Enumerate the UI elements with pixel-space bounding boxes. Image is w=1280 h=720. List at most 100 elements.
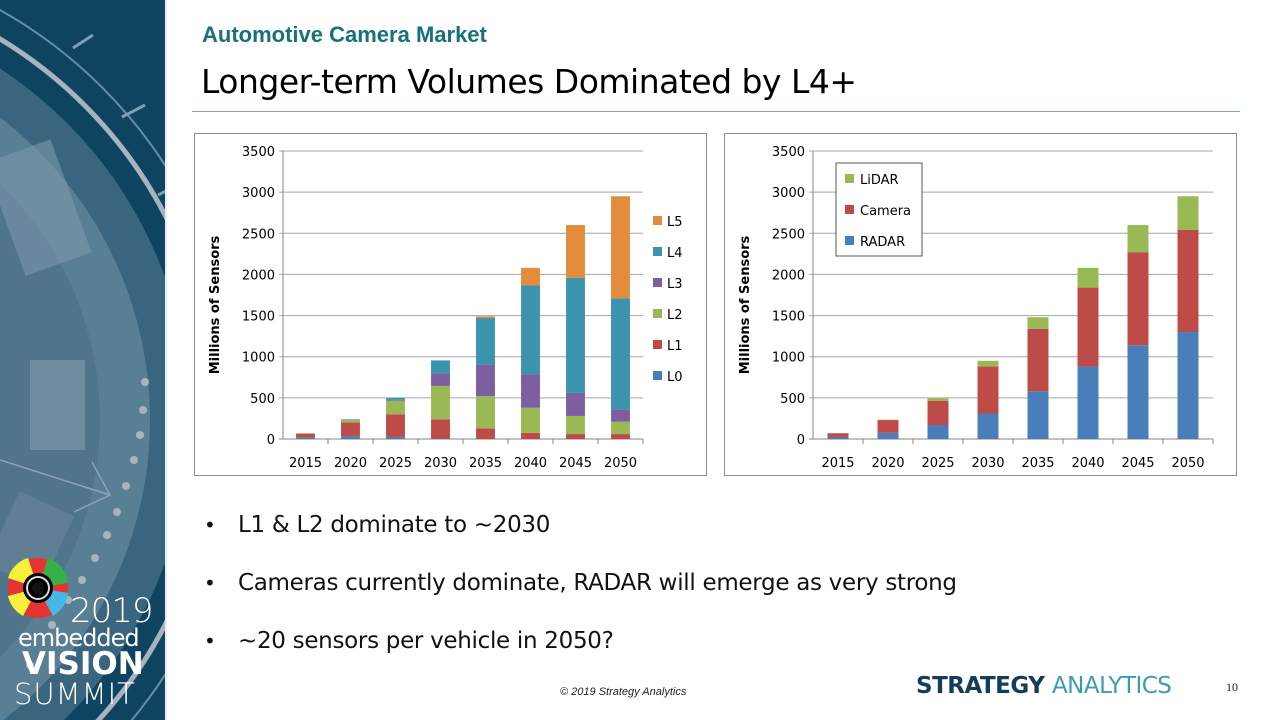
y-tick-label: 2500 bbox=[242, 227, 275, 242]
legend-swatch bbox=[653, 309, 662, 318]
bar-segment-l1-2045 bbox=[566, 434, 585, 439]
legend-swatch bbox=[653, 278, 662, 287]
x-tick-label: 2020 bbox=[334, 456, 367, 471]
legend-swatch bbox=[845, 174, 854, 183]
bar-segment-l4-2050 bbox=[611, 298, 630, 410]
legend-label: LiDAR bbox=[860, 173, 899, 188]
y-tick-label: 500 bbox=[250, 392, 275, 407]
y-tick-label: 500 bbox=[780, 392, 805, 407]
y-tick-label: 1000 bbox=[242, 351, 275, 366]
bar-segment-l2-2035 bbox=[476, 396, 495, 429]
x-tick-label: 2035 bbox=[469, 456, 502, 471]
y-tick-label: 2000 bbox=[242, 268, 275, 283]
bar-segment-radar-2040 bbox=[1077, 366, 1099, 439]
bar-segment-l1-2025 bbox=[386, 414, 405, 437]
bar-segment-camera-2045 bbox=[1127, 252, 1149, 346]
slide-title: Longer-term Volumes Dominated by L4+ bbox=[201, 62, 857, 101]
bar-segment-camera-2020 bbox=[877, 420, 899, 433]
logo-wheel-icon bbox=[8, 558, 68, 618]
chart-sensor-types-svg: 0 500 1000 1500 2000 2500 3000 3500 Millions of … bbox=[738, 145, 1214, 471]
y-tick-label: 3000 bbox=[242, 186, 275, 201]
bullet-text: L1 & L2 dominate to ~2030 bbox=[238, 512, 551, 538]
legend-label: RADAR bbox=[860, 235, 905, 250]
x-tick-label: 2035 bbox=[1021, 456, 1054, 471]
bullet-icon: • bbox=[204, 513, 216, 537]
bar-segment-l1-2030 bbox=[431, 419, 450, 439]
bar-segment-l1-2015 bbox=[296, 433, 315, 438]
brand-word-2: ANALYTICS bbox=[1051, 673, 1172, 699]
bar-segment-l4-2035 bbox=[476, 318, 495, 365]
y-tick-label: 0 bbox=[797, 433, 805, 448]
bar-segment-camera-2040 bbox=[1077, 287, 1099, 367]
legend-label: L5 bbox=[667, 215, 683, 230]
bar-segment-camera-2025 bbox=[927, 400, 949, 426]
x-tick-label: 2040 bbox=[1071, 456, 1104, 471]
legend-label: L1 bbox=[667, 339, 683, 354]
x-tick-label: 2050 bbox=[1171, 456, 1204, 471]
bar-segment-radar-2025 bbox=[927, 425, 949, 439]
bar-segment-l2-2030 bbox=[431, 385, 450, 420]
bar-segment-radar-2045 bbox=[1127, 345, 1149, 439]
bar-segment-radar-2030 bbox=[977, 413, 999, 439]
bar-segment-l5-2035 bbox=[476, 316, 495, 319]
logo-vision: VISION bbox=[22, 646, 144, 682]
bullet-list: • L1 & L2 dominate to ~2030 • Cameras curr… bbox=[200, 505, 957, 679]
x-tick-label: 2025 bbox=[379, 456, 412, 471]
bar-segment-l4-2045 bbox=[566, 277, 585, 393]
brand-word-1: STRATEGY bbox=[916, 673, 1045, 699]
bullet-icon: • bbox=[204, 571, 216, 595]
y-tick-label: 2500 bbox=[772, 227, 805, 242]
x-tick-label: 2045 bbox=[1121, 456, 1154, 471]
bar-segment-lidar-2050 bbox=[1177, 196, 1199, 230]
legend-swatch bbox=[653, 371, 662, 380]
legend-label: L3 bbox=[667, 277, 683, 292]
x-tick-label: 2030 bbox=[971, 456, 1004, 471]
title-divider bbox=[192, 111, 1240, 112]
bullet-item: • Cameras currently dominate, RADAR will … bbox=[200, 563, 957, 621]
x-tick-label: 2030 bbox=[424, 456, 457, 471]
bar-segment-radar-2015 bbox=[827, 436, 849, 439]
y-tick-label: 1000 bbox=[772, 351, 805, 366]
bar-segment-l5-2050 bbox=[611, 196, 630, 299]
bar-segment-l0-2025 bbox=[386, 436, 405, 439]
brand-logo: STRATEGY ANALYTICS bbox=[916, 673, 1172, 699]
bar-segment-lidar-2030 bbox=[977, 360, 999, 367]
bar-segment-l3-2050 bbox=[611, 409, 630, 422]
bullet-text: Cameras currently dominate, RADAR will e… bbox=[238, 570, 957, 596]
logo-year: 2019 bbox=[70, 591, 154, 631]
x-tick-label: 2015 bbox=[821, 456, 854, 471]
y-axis-title: Millions of Sensors bbox=[208, 235, 223, 374]
bar-segment-l3-2030 bbox=[431, 373, 450, 386]
bar-segment-lidar-2045 bbox=[1127, 225, 1149, 253]
bar-segment-l4-2040 bbox=[521, 285, 540, 375]
y-tick-label: 3000 bbox=[772, 186, 805, 201]
legend-swatch bbox=[653, 247, 662, 256]
legend-label: L2 bbox=[667, 308, 683, 323]
bar-segment-l3-2035 bbox=[476, 364, 495, 397]
bar-segment-l0-2015 bbox=[296, 437, 315, 439]
y-tick-label: 0 bbox=[267, 433, 275, 448]
bar-segment-radar-2050 bbox=[1177, 332, 1199, 439]
bar-segment-l0-2020 bbox=[341, 436, 360, 439]
bar-segment-l3-2025 bbox=[386, 399, 405, 401]
legend-swatch bbox=[845, 205, 854, 214]
chart-autonomy-levels: 0 500 1000 1500 2000 2500 3000 3500 Millions of … bbox=[194, 133, 707, 476]
x-tick-label: 2045 bbox=[559, 456, 592, 471]
legend-label: Camera bbox=[860, 204, 911, 219]
y-tick-label: 1500 bbox=[242, 310, 275, 325]
decorative-arcs bbox=[0, 9, 165, 720]
bar-segment-l2-2045 bbox=[566, 415, 585, 435]
bar-segment-camera-2050 bbox=[1177, 229, 1199, 333]
logo-embedded: embedded bbox=[18, 624, 140, 652]
legend-swatch bbox=[653, 340, 662, 349]
bullet-icon: • bbox=[204, 629, 216, 653]
x-tick-label: 2025 bbox=[921, 456, 954, 471]
legend-swatch bbox=[653, 216, 662, 225]
x-tick-label: 2020 bbox=[871, 456, 904, 471]
bar-segment-camera-2035 bbox=[1027, 328, 1049, 392]
section-kicker: Automotive Camera Market bbox=[202, 22, 487, 47]
sidebar-divider bbox=[165, 0, 167, 720]
bar-segment-l1-2050 bbox=[611, 434, 630, 439]
bar-segment-l1-2020 bbox=[341, 422, 360, 437]
bar-segment-l2-2040 bbox=[521, 407, 540, 433]
